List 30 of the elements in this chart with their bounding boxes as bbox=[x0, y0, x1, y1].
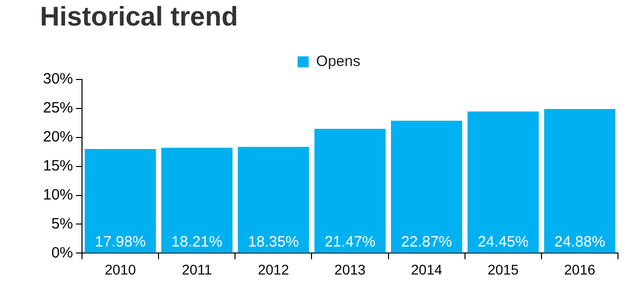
bar bbox=[314, 128, 386, 253]
data-label: 24.88% bbox=[554, 233, 606, 250]
y-tick-label: 0% bbox=[51, 244, 74, 262]
x-tick-label: 2014 bbox=[411, 261, 442, 278]
y-tick-label: 15% bbox=[42, 157, 74, 174]
y-tick-label: 5% bbox=[51, 215, 74, 232]
y-tick-label: 10% bbox=[42, 186, 74, 204]
data-label: 21.47% bbox=[324, 233, 376, 250]
data-label: 24.45% bbox=[478, 233, 529, 250]
legend-label: Opens bbox=[316, 53, 360, 70]
data-label: 18.35% bbox=[248, 233, 299, 250]
chart-title: Historical trend bbox=[40, 2, 238, 32]
x-tick-label: 2016 bbox=[564, 261, 596, 278]
bar bbox=[390, 120, 462, 253]
y-tick-label: 30% bbox=[42, 70, 74, 88]
y-tick-label: 25% bbox=[42, 100, 74, 117]
bar bbox=[468, 112, 539, 253]
x-tick-label: 2012 bbox=[258, 261, 290, 278]
x-tick-label: 2011 bbox=[182, 261, 212, 278]
bar bbox=[238, 146, 310, 253]
y-tick-label: 20% bbox=[42, 128, 74, 146]
data-label: 18.21% bbox=[171, 233, 222, 250]
x-tick-label: 2013 bbox=[334, 261, 366, 278]
x-tick-label: 2010 bbox=[104, 261, 136, 278]
bar bbox=[544, 109, 616, 253]
bar bbox=[161, 148, 232, 253]
data-label: 17.98% bbox=[94, 233, 146, 250]
data-label: 22.87% bbox=[401, 233, 452, 250]
bar bbox=[84, 149, 156, 253]
x-tick-label: 2015 bbox=[488, 261, 519, 278]
